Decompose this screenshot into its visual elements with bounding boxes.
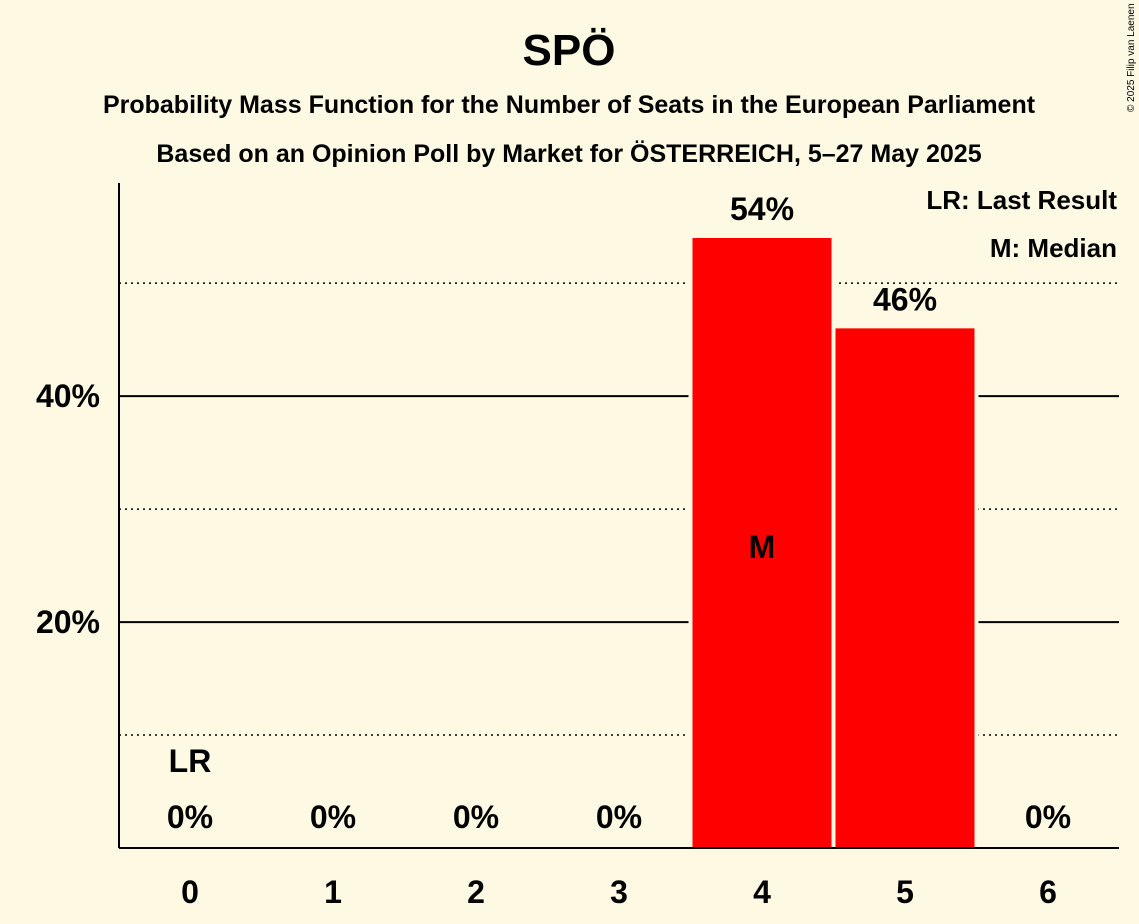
data-label: 0% [596,799,642,835]
data-label: 0% [1025,799,1071,835]
legend-entry: M: Median [990,233,1117,263]
data-label: 0% [310,799,356,835]
bars [688,235,979,848]
bar [692,238,832,848]
chart-title: SPÖ [523,26,616,75]
data-label: 46% [873,281,937,317]
axes: 0 1 2 3 4 5 6 [118,183,1119,910]
x-tick-label: 5 [896,874,914,910]
data-label: 0% [167,799,213,835]
x-tick-label: 1 [324,874,342,910]
y-tick-label: 40% [36,378,100,414]
copyright-notice: © 2025 Filip van Laenen [1126,3,1137,112]
gridlines: 20% 40% [36,282,1119,736]
last-result-marker: LR [169,743,212,779]
chart-source-line: Based on an Opinion Poll by Market for Ö… [156,139,981,168]
x-tick-label: 0 [181,874,199,910]
data-labels: 0% 0% 0% 0% 54% 46% 0% LR M [167,191,1071,835]
y-tick-label: 20% [36,604,100,640]
data-label: 0% [453,799,499,835]
bar [835,328,975,848]
x-tick-label: 3 [610,874,628,910]
x-tick-label: 2 [467,874,485,910]
median-marker: M [749,529,776,565]
chart-subtitle: Probability Mass Function for the Number… [103,91,1036,119]
x-tick-label: 6 [1039,874,1057,910]
legend-entry: LR: Last Result [926,185,1117,215]
legend: LR: Last Result M: Median [926,185,1117,263]
data-label: 54% [730,191,794,227]
x-tick-label: 4 [753,874,771,910]
